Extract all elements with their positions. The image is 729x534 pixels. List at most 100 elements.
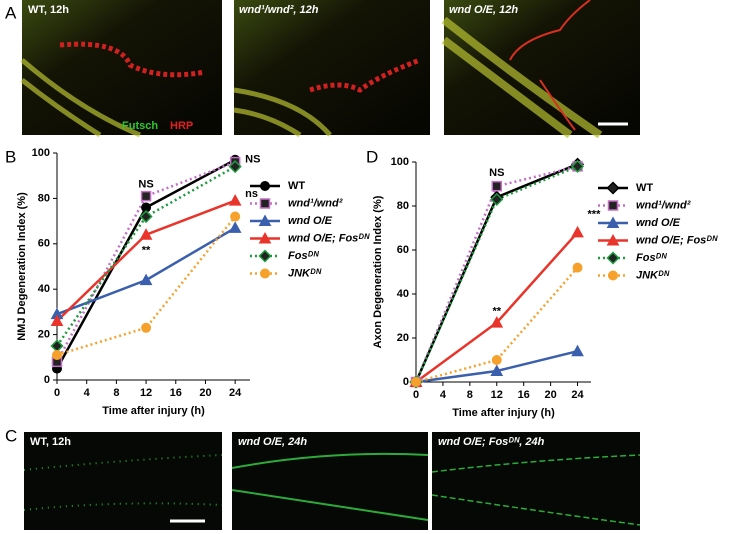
panel-letter: C bbox=[5, 426, 17, 445]
image-label: wnd O/E, 24h bbox=[238, 436, 307, 448]
y-axis-label: Axon Degeneration Index (%) bbox=[372, 195, 384, 348]
series-line bbox=[55, 165, 236, 347]
x-tick-label: 12 bbox=[140, 387, 152, 399]
x-tick-label: 4 bbox=[84, 387, 91, 399]
y-tick-label: 100 bbox=[32, 147, 50, 159]
x-tick-label: 16 bbox=[170, 387, 182, 399]
marker bbox=[228, 194, 242, 206]
legend-marker bbox=[606, 233, 620, 246]
legend-marker bbox=[258, 249, 272, 263]
legend-label: wnd O/E bbox=[636, 217, 681, 229]
legend-label: WT bbox=[288, 180, 305, 192]
legend-marker bbox=[607, 200, 619, 211]
series-line bbox=[55, 160, 236, 363]
x-tick-label: 4 bbox=[440, 389, 447, 401]
annotation: *** bbox=[588, 209, 602, 221]
y-tick-label: 60 bbox=[38, 238, 50, 250]
legend-marker bbox=[606, 216, 620, 228]
x-tick-label: 24 bbox=[229, 387, 242, 399]
legend-marker bbox=[606, 251, 620, 265]
series-line bbox=[414, 165, 579, 383]
legend-label: wnd O/E; Fosᴰᴺ bbox=[288, 232, 370, 244]
annotation: ** bbox=[142, 245, 151, 257]
panel-letter: B bbox=[5, 147, 16, 166]
panel-c-images bbox=[23, 432, 641, 530]
marker bbox=[572, 262, 583, 273]
image-label: WT, 12h bbox=[28, 4, 69, 16]
y-tick-label: 80 bbox=[38, 192, 50, 204]
marker bbox=[491, 355, 502, 365]
micrograph bbox=[24, 432, 222, 530]
image-label: wnd O/E, 12h bbox=[449, 4, 518, 16]
x-tick-label: 20 bbox=[544, 389, 556, 401]
legend-label: wnd¹/wnd² bbox=[636, 199, 691, 211]
marker bbox=[490, 364, 504, 376]
legend-label: WT bbox=[636, 182, 653, 194]
y-tick-label: 20 bbox=[38, 329, 50, 341]
stain-label: HRP bbox=[170, 120, 193, 132]
marker bbox=[490, 316, 504, 328]
marker bbox=[570, 159, 585, 173]
legend-marker bbox=[258, 214, 272, 226]
legend-marker bbox=[259, 198, 271, 209]
x-tick-label: 16 bbox=[518, 389, 530, 401]
marker bbox=[230, 211, 241, 222]
marker bbox=[228, 160, 242, 174]
marker bbox=[571, 344, 584, 357]
x-tick-label: 8 bbox=[467, 389, 473, 401]
y-tick-label: 100 bbox=[391, 156, 409, 168]
x-axis-label: Time after injury (h) bbox=[102, 405, 205, 417]
legend-marker bbox=[606, 181, 620, 195]
x-tick-label: 20 bbox=[199, 387, 211, 399]
marker bbox=[50, 314, 64, 326]
micrograph bbox=[432, 432, 640, 530]
legend-marker bbox=[260, 268, 270, 279]
y-tick-label: 60 bbox=[397, 244, 409, 256]
x-tick-label: 24 bbox=[571, 389, 584, 401]
marker bbox=[52, 350, 62, 361]
legend-marker bbox=[608, 270, 618, 281]
series-line bbox=[56, 215, 237, 357]
legend-label: JNKᴰᴺ bbox=[288, 267, 322, 279]
legend-label: JNKᴰᴺ bbox=[636, 269, 670, 281]
legend-label: Fosᴰᴺ bbox=[636, 252, 667, 264]
panel-letter: A bbox=[5, 3, 17, 22]
micrograph bbox=[232, 432, 428, 530]
annotation: ns bbox=[245, 188, 258, 200]
panel-a-images bbox=[20, 0, 640, 139]
y-tick-label: 0 bbox=[403, 376, 409, 388]
marker bbox=[571, 225, 584, 238]
marker bbox=[141, 322, 152, 333]
marker bbox=[491, 180, 503, 192]
x-tick-label: 0 bbox=[54, 387, 60, 399]
image-label: wnd¹/wnd², 12h bbox=[239, 4, 319, 16]
image-label: wnd O/E; Fosᴰᴺ, 24h bbox=[438, 436, 545, 448]
marker bbox=[139, 209, 153, 224]
x-tick-label: 0 bbox=[413, 389, 419, 401]
annotation: NS bbox=[489, 167, 504, 179]
legend-label: Fosᴰᴺ bbox=[288, 250, 319, 262]
y-tick-label: 20 bbox=[397, 332, 409, 344]
annotation: NS bbox=[138, 179, 153, 191]
y-tick-label: 0 bbox=[44, 374, 50, 386]
x-tick-label: 12 bbox=[491, 389, 503, 401]
marker bbox=[490, 192, 504, 206]
marker bbox=[139, 273, 153, 286]
panel-letter: D bbox=[366, 147, 378, 166]
x-axis-label: Time after injury (h) bbox=[452, 407, 555, 419]
y-tick-label: 80 bbox=[397, 200, 409, 212]
stain-label: Futsch bbox=[122, 120, 158, 132]
legend-label: wnd O/E bbox=[288, 215, 333, 227]
y-tick-label: 40 bbox=[397, 288, 409, 300]
series-line bbox=[56, 226, 236, 316]
micrograph bbox=[22, 0, 222, 135]
marker bbox=[411, 377, 421, 387]
annotation: NS bbox=[245, 154, 260, 166]
annotation: ** bbox=[492, 306, 501, 318]
marker bbox=[139, 228, 153, 240]
x-tick-label: 8 bbox=[113, 387, 119, 399]
legend-label: wnd O/E; Fosᴰᴺ bbox=[636, 234, 718, 246]
y-tick-label: 40 bbox=[38, 283, 50, 295]
marker bbox=[140, 190, 152, 202]
